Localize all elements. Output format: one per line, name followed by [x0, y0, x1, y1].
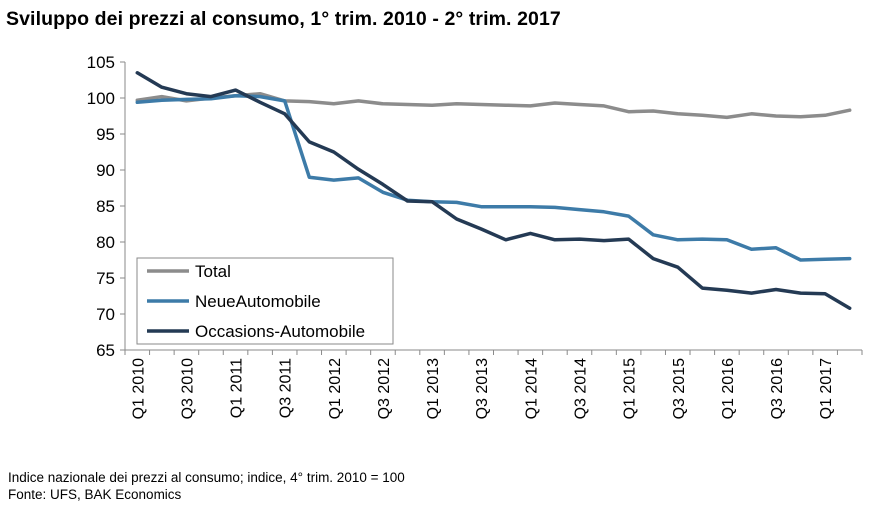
- x-tick-label: Q1 2016: [720, 358, 737, 419]
- x-tick-label: Q3 2014: [572, 358, 589, 419]
- y-tick-label: 80: [96, 233, 115, 252]
- x-tick-label: Q3 2012: [376, 358, 393, 419]
- x-tick-label: Q1 2017: [818, 358, 835, 419]
- footnote-source: Fonte: UFS, BAK Economics: [8, 487, 182, 502]
- x-tick-label: Q1 2012: [327, 358, 344, 419]
- series-line-occasions-automobile: [135, 71, 852, 310]
- y-axis: 65 70 75 80 85 90 95 100 105: [87, 53, 126, 360]
- series-layer: [135, 71, 852, 310]
- x-tick-label: Q3 2015: [671, 358, 688, 419]
- y-tick-label: 90: [96, 161, 115, 180]
- x-tick-label: Q3 2016: [769, 358, 786, 419]
- legend-label-occasions-automobile: Occasions-Automobile: [195, 322, 365, 341]
- legend-label-neueautomobile: NeueAutomobile: [195, 292, 321, 311]
- y-tick-label: 65: [96, 341, 115, 360]
- y-tick-label: 95: [96, 125, 115, 144]
- chart-title: Sviluppo dei prezzi al consumo, 1° trim.…: [6, 8, 561, 30]
- series-line-neueautomobile: [135, 94, 852, 262]
- x-tick-label: Q1 2010: [130, 358, 147, 419]
- y-tick-label: 85: [96, 197, 115, 216]
- x-tick-label: Q3 2011: [278, 358, 295, 418]
- x-tick-label: Q1 2013: [425, 358, 442, 419]
- x-tick-label: Q3 2013: [474, 358, 491, 419]
- legend: Total NeueAutomobile Occasions-Automobile: [136, 257, 394, 345]
- y-tick-label: 100: [87, 89, 115, 108]
- x-tick-label: Q1 2014: [523, 358, 540, 419]
- y-tick-label: 105: [87, 53, 115, 72]
- legend-label-total: Total: [195, 262, 231, 281]
- y-tick-label: 75: [96, 269, 115, 288]
- x-tick-label: Q1 2011: [229, 358, 246, 418]
- series-line-total: [135, 91, 852, 120]
- x-axis: Q1 2010 Q3 2010 Q1 2011 Q3 2011 Q1 2012 Q3 20…: [124, 349, 863, 419]
- footnote-note: Indice nazionale dei prezzi al consumo; …: [8, 470, 405, 485]
- x-tick-label: Q3 2010: [179, 358, 196, 419]
- y-tick-label: 70: [96, 305, 115, 324]
- x-tick-label: Q1 2015: [622, 358, 639, 419]
